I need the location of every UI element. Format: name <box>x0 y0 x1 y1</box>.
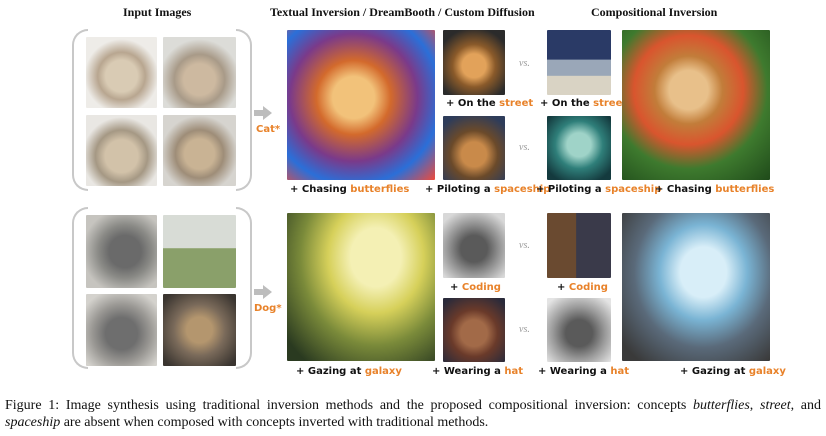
cat-chasing-label-traditional: + Chasing butterflies <box>290 184 410 195</box>
cat-spaceship-label-compositional: + Piloting a spaceship <box>536 184 662 195</box>
dog-coding-label-traditional: + Coding <box>450 282 501 293</box>
dog-hat-label-traditional: + Wearing a hat <box>432 366 524 377</box>
dog-input-bracket-right <box>236 207 252 369</box>
cat-chasing-label-compositional: + Chasing butterflies <box>655 184 775 195</box>
dog-input-image-4 <box>163 294 236 366</box>
dog-hat-compositional-image <box>547 298 611 362</box>
dog-hat-traditional-image <box>443 298 505 362</box>
header-compositional-inversion: Compositional Inversion <box>591 5 718 19</box>
header-traditional-methods: Textual Inversion / DreamBooth / Custom … <box>270 5 535 19</box>
cat-chasing-butterflies-compositional-image <box>622 30 770 180</box>
dog-input-image-1 <box>86 215 157 288</box>
cat-street-label-compositional: + On the street <box>540 98 628 109</box>
dog-arrow-icon <box>254 285 272 299</box>
dog-coding-label-compositional: + Coding <box>557 282 608 293</box>
dog-galaxy-label-traditional: + Gazing at galaxy <box>296 366 402 377</box>
dog-vs-coding: vs. <box>519 240 530 251</box>
dog-coding-traditional-image <box>443 213 505 278</box>
cat-street-label-traditional: + On the street <box>446 98 534 109</box>
cat-input-image-3 <box>86 115 157 186</box>
dog-gazing-galaxy-compositional-image <box>622 213 770 361</box>
dog-concept-token: Dog* <box>254 303 282 314</box>
cat-arrow-icon <box>254 106 272 120</box>
dog-hat-label-compositional: + Wearing a hat <box>538 366 630 377</box>
header-input-images: Input Images <box>123 5 192 19</box>
cat-spaceship-compositional-image <box>547 116 611 180</box>
cat-concept-token: Cat* <box>256 124 281 135</box>
cat-chasing-butterflies-traditional-image <box>287 30 435 180</box>
dog-coding-compositional-image <box>547 213 611 278</box>
dog-input-image-2 <box>163 215 236 288</box>
cat-vs-spaceship: vs. <box>519 142 530 153</box>
cat-input-image-1 <box>86 37 157 108</box>
dog-input-image-3 <box>86 294 157 366</box>
cat-spaceship-label-traditional: + Piloting a spaceship <box>425 184 551 195</box>
dog-galaxy-label-compositional: + Gazing at galaxy <box>680 366 786 377</box>
dog-gazing-galaxy-traditional-image <box>287 213 435 361</box>
figure-caption: Figure 1: Image synthesis using traditio… <box>5 398 822 430</box>
cat-street-compositional-image <box>547 30 611 95</box>
cat-street-traditional-image <box>443 30 505 95</box>
dog-vs-hat: vs. <box>519 324 530 335</box>
cat-vs-street: vs. <box>519 58 530 69</box>
cat-input-bracket-right <box>236 29 252 191</box>
cat-spaceship-traditional-image <box>443 116 505 180</box>
cat-input-image-2 <box>163 37 236 108</box>
cat-input-image-4 <box>163 115 236 186</box>
